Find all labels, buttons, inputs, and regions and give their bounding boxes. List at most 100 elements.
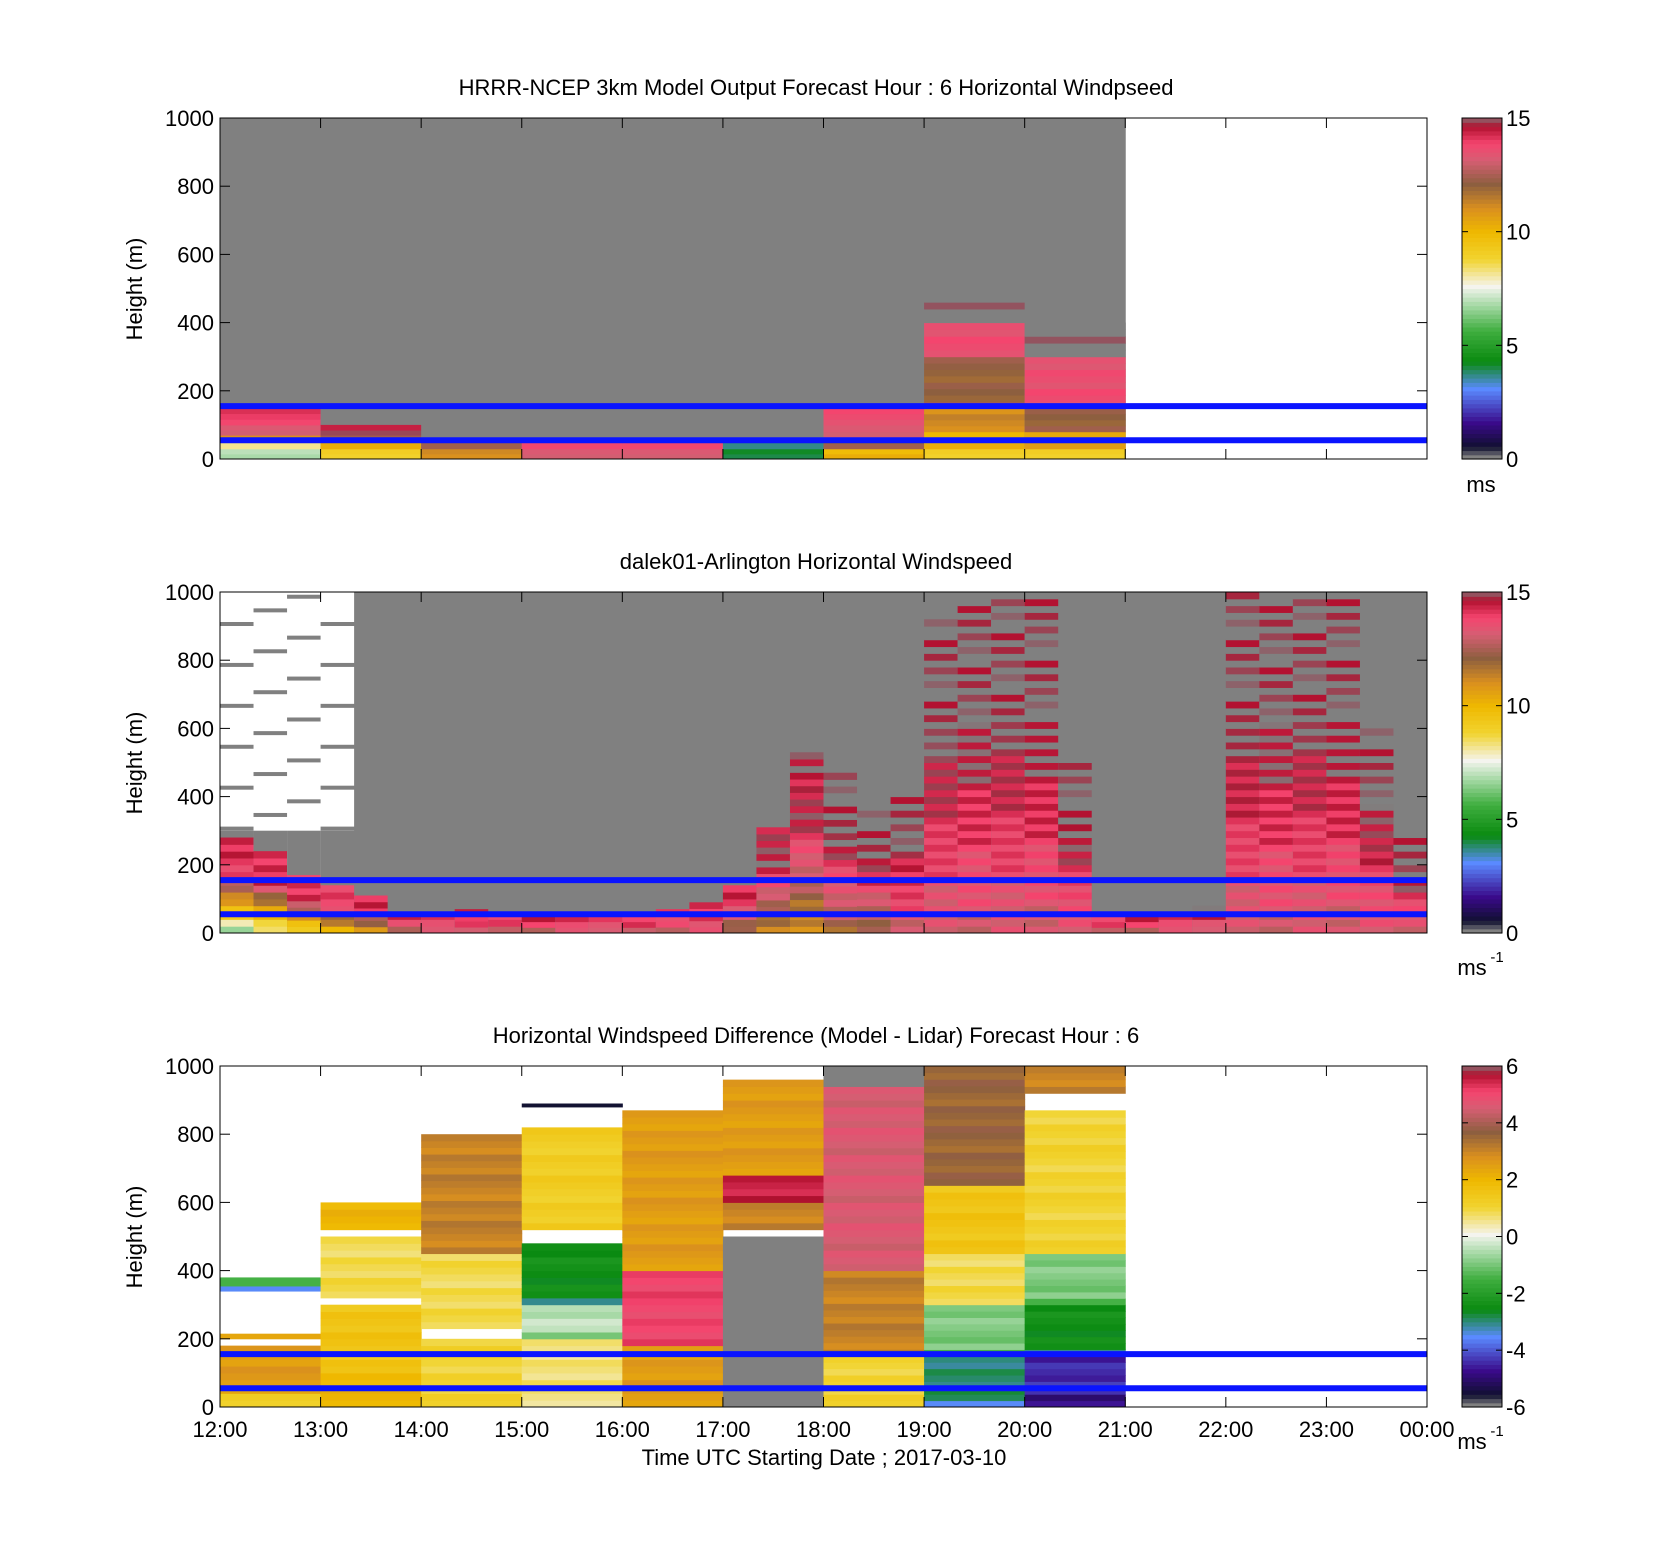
cell: [823, 1250, 925, 1258]
cell: [823, 1175, 925, 1183]
cell: [957, 844, 992, 852]
cell: [320, 926, 355, 934]
colorbar-segment: [1462, 647, 1502, 653]
colorbar-segment: [1462, 839, 1502, 845]
colorbar-segment: [1462, 122, 1502, 128]
cell: [1259, 782, 1294, 791]
cell: [421, 1187, 523, 1195]
cell-sparse: [220, 744, 255, 749]
cell: [722, 1345, 824, 1353]
cell: [555, 915, 590, 923]
colorbar-segment: [1462, 1155, 1502, 1161]
cell: [1393, 851, 1427, 859]
cell: [823, 1216, 925, 1224]
cell: [1058, 796, 1093, 804]
cell: [1259, 864, 1294, 873]
colorbar-segment: [1462, 241, 1502, 247]
colorbar-segment: [1462, 1146, 1502, 1152]
colorbar-segment: [1462, 1206, 1502, 1212]
cell: [1058, 844, 1093, 852]
cell: [521, 1141, 623, 1149]
cell: [1326, 707, 1361, 716]
cell: [924, 1239, 1026, 1248]
colorbar-segment: [1462, 847, 1502, 853]
colorbar-segment: [1462, 856, 1502, 862]
colorbar-segment: [1462, 386, 1502, 392]
x-tick-label: 22:00: [1198, 1417, 1253, 1442]
cell: [823, 1309, 925, 1318]
cell: [1024, 1198, 1126, 1207]
colorbar-tick-label: 0: [1506, 921, 1518, 946]
cell: [1058, 817, 1093, 825]
cell: [1292, 885, 1327, 893]
cell: [1024, 639, 1059, 648]
cell: [890, 830, 925, 839]
colorbar-tick-label: 10: [1506, 220, 1530, 245]
cell: [1259, 885, 1294, 893]
cell: [823, 832, 858, 841]
cell-sparse: [320, 744, 355, 749]
colorbar-segment: [1462, 1394, 1502, 1400]
cell: [421, 1147, 523, 1155]
cell: [421, 1372, 523, 1381]
cell: [924, 926, 959, 934]
cell: [722, 1222, 824, 1231]
cell: [924, 728, 959, 736]
cell: [1024, 1117, 1126, 1125]
cell: [722, 453, 824, 460]
cell: [1326, 619, 1361, 627]
cell: [622, 1157, 724, 1165]
cell: [789, 839, 824, 847]
cell: [1359, 810, 1394, 818]
cell: [1024, 1330, 1126, 1338]
cell: [1259, 667, 1294, 675]
cell: [924, 369, 1026, 377]
cell: [354, 920, 389, 928]
cell: [1359, 926, 1394, 934]
cell: [1393, 898, 1427, 907]
cell: [1259, 844, 1294, 852]
cell: [1225, 898, 1260, 907]
cell: [1024, 782, 1059, 791]
cell: [1058, 810, 1093, 818]
colorbar-segment: [1462, 860, 1502, 866]
cell: [320, 1325, 422, 1333]
cell: [1024, 735, 1059, 743]
cell: [924, 1145, 1026, 1153]
cell: [521, 1103, 623, 1108]
cell: [1259, 803, 1294, 811]
cell: [789, 825, 824, 834]
cell: [957, 612, 992, 620]
cell: [1259, 721, 1294, 729]
colorbar-segment: [1462, 211, 1502, 217]
cell: [991, 837, 1026, 845]
cell: [421, 448, 523, 455]
colorbar-segment: [1462, 395, 1502, 400]
cell: [253, 905, 288, 914]
cell: [1326, 728, 1361, 736]
cell: [1292, 721, 1327, 729]
cell: [521, 1325, 623, 1333]
x-tick-label: 19:00: [897, 1417, 952, 1442]
cell: [722, 1291, 824, 1299]
cell: [924, 707, 959, 716]
cell: [387, 926, 422, 934]
cell: [823, 1381, 925, 1389]
cell: [421, 1287, 523, 1295]
colorbar-segment: [1462, 1368, 1502, 1374]
cell: [890, 817, 925, 825]
cell: [789, 866, 824, 874]
cell: [823, 413, 925, 420]
cell: [622, 1190, 724, 1198]
colorbar-segment: [1462, 139, 1502, 145]
cell: [924, 1400, 1026, 1408]
panel-lidar-y-axis: 0 200 400 600 800 1000: [165, 580, 1427, 946]
colorbar-segment: [1462, 877, 1502, 883]
cell: [1393, 919, 1427, 927]
cell: [320, 430, 422, 436]
cell-sparse: [253, 690, 288, 695]
colorbar-segment: [1462, 1347, 1502, 1353]
cell: [1225, 592, 1260, 600]
cell: [1259, 653, 1294, 661]
x-tick-label: 14:00: [394, 1417, 449, 1442]
